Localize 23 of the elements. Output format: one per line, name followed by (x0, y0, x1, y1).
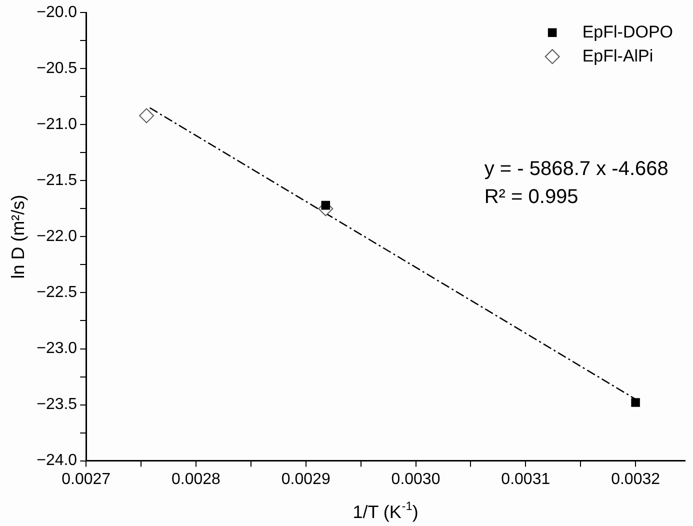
y-tick-label: −22.0 (36, 228, 78, 246)
y-tick-label: −20.0 (36, 4, 78, 22)
y-axis-title: ln D (m²/s) (8, 194, 28, 279)
y-tick-label: −20.5 (36, 60, 78, 78)
annotation: R² = 0.995 (484, 186, 578, 208)
y-tick-label: −21.0 (36, 116, 78, 134)
x-tick-label: 0.0028 (172, 470, 221, 488)
x-tick-label: 0.0029 (281, 470, 330, 488)
y-tick-label: −23.0 (36, 340, 78, 358)
text: 0.0030 (391, 470, 440, 488)
y-tick-label: −24.0 (36, 452, 78, 470)
annotation: y = - 5868.7 x -4.668 (484, 158, 668, 180)
legend-label: EpFl-DOPO (582, 22, 674, 42)
point (631, 398, 640, 407)
x-tick-label: 0.0031 (501, 470, 550, 488)
y-tick-label: −23.5 (36, 396, 78, 414)
x-tick-label: 0.0032 (611, 470, 660, 488)
y-tick-label: −21.5 (36, 172, 78, 190)
y-tick-label: −22.5 (36, 284, 78, 302)
legend-label: EpFl-AlPi (582, 46, 654, 66)
point (139, 108, 154, 124)
point (321, 200, 330, 210)
x-tick-label: 0.0027 (62, 470, 111, 488)
